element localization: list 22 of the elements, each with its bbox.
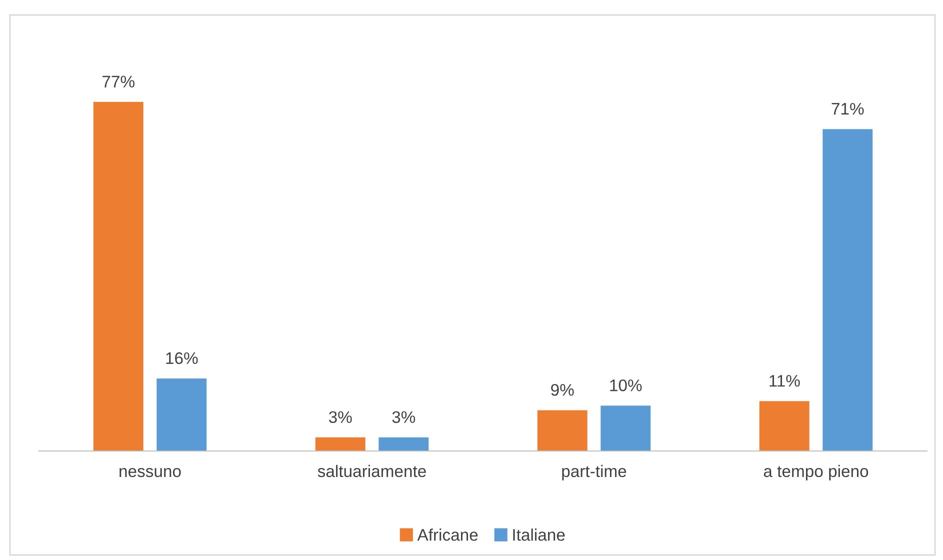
data-label: 3% <box>328 411 352 423</box>
data-label: 3% <box>392 411 416 423</box>
bar <box>156 378 207 451</box>
bar <box>315 437 366 451</box>
x-tick-label: nessuno <box>120 468 181 478</box>
bar <box>537 410 588 451</box>
x-tick-label: saltuariamente <box>318 464 426 478</box>
data-label: 71% <box>832 102 864 115</box>
data-label: 10% <box>610 379 642 392</box>
bar <box>759 401 810 451</box>
bar <box>600 406 651 451</box>
x-tick-label: part-time <box>562 464 626 480</box>
data-label: 77% <box>102 76 134 88</box>
bar <box>378 437 429 451</box>
bar <box>822 129 873 451</box>
data-label: 16% <box>166 352 198 364</box>
data-label: 11% <box>770 374 800 387</box>
legend-label: Italiane <box>513 528 565 541</box>
bar <box>93 102 144 451</box>
legend-label: Africane <box>417 528 478 541</box>
data-label: 9% <box>551 384 574 396</box>
x-tick-label: a tempo pieno <box>764 464 868 480</box>
